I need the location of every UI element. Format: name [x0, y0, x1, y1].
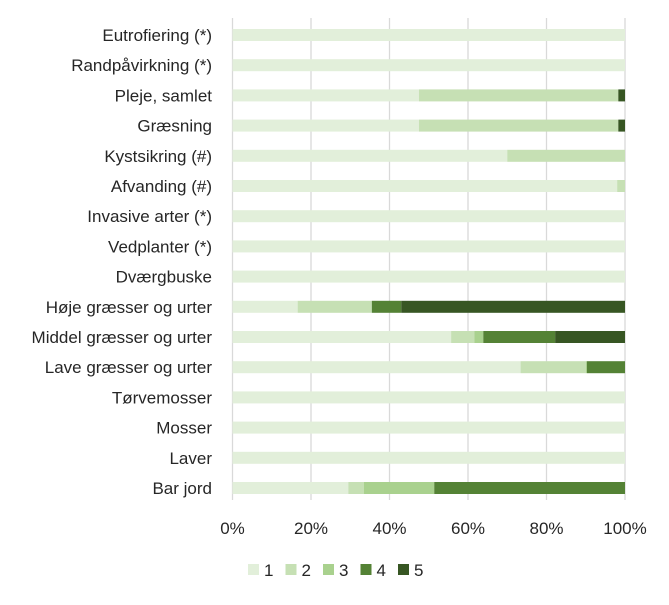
bar-segment-series-1 — [232, 300, 298, 313]
bar-segment-series-2 — [418, 119, 619, 132]
bar-segment-series-5 — [618, 119, 625, 132]
x-tick-labels: 0% 20% 40% 60% 80% 100% — [220, 519, 647, 538]
x-tick-label: 60% — [451, 519, 485, 538]
bar-segment-series-1 — [232, 89, 419, 102]
bar-segment-series-3 — [363, 482, 435, 494]
bar-segment-series-5 — [401, 300, 625, 313]
bar-segment-series-1 — [232, 421, 625, 434]
category-label: Laver — [169, 449, 212, 468]
bar-segment-series-1 — [232, 29, 625, 41]
legend-label: 5 — [414, 561, 423, 580]
bar-segment-series-1 — [232, 149, 508, 162]
bars — [232, 29, 625, 494]
bar-segment-series-3 — [474, 331, 484, 343]
x-tick-label: 0% — [220, 519, 245, 538]
category-label: Afvanding (#) — [111, 177, 212, 196]
bar-segment-series-1 — [232, 180, 618, 192]
category-label: Randpåvirkning (*) — [71, 56, 212, 75]
category-label: Vedplanter (*) — [108, 237, 212, 256]
legend-label: 4 — [377, 561, 386, 580]
bar-segment-series-5 — [618, 89, 625, 102]
category-label: Dværgbuske — [116, 268, 212, 287]
bar-segment-series-4 — [483, 331, 556, 343]
bar-segment-series-1 — [232, 59, 625, 72]
x-tick-label: 80% — [529, 519, 563, 538]
bar-segment-series-2 — [297, 300, 372, 313]
bar-segment-series-1 — [232, 210, 625, 223]
legend-label: 1 — [264, 561, 273, 580]
bar-segment-series-1 — [232, 451, 625, 464]
bar-segment-series-2 — [451, 331, 475, 343]
x-tick-label: 100% — [603, 519, 646, 538]
bar-segment-series-2 — [520, 361, 586, 374]
bar-segment-series-2 — [348, 482, 364, 494]
x-tick-label: 40% — [372, 519, 406, 538]
category-label: Tørvemosser — [112, 388, 212, 407]
legend-label: 2 — [302, 561, 311, 580]
category-label: Lave græsser og urter — [45, 358, 213, 377]
bar-segment-series-1 — [232, 270, 625, 283]
bar-segment-series-3 — [585, 361, 587, 374]
category-label: Mosser — [156, 419, 212, 438]
legend-swatch-3 — [323, 564, 334, 575]
category-label: Kystsikring (#) — [104, 147, 212, 166]
category-labels: Eutrofiering (*) Randpåvirkning (*) Pleje,… — [32, 26, 213, 498]
bar-segment-series-2 — [418, 89, 619, 102]
bar-segment-series-2 — [507, 149, 625, 162]
legend-swatch-4 — [360, 564, 372, 575]
category-label: Invasive arter (*) — [87, 207, 212, 226]
bar-segment-series-4 — [586, 361, 625, 374]
bar-segment-series-4 — [371, 300, 402, 313]
category-label: Eutrofiering (*) — [102, 26, 212, 45]
category-label: Græsning — [137, 117, 212, 136]
category-label: Høje græsser og urter — [46, 298, 213, 317]
bar-segment-series-1 — [232, 119, 419, 132]
bar-segment-series-5 — [555, 331, 625, 343]
bar-segment-series-1 — [232, 361, 521, 374]
legend-swatch-2 — [285, 564, 297, 575]
bar-segment-series-2 — [617, 180, 625, 192]
legend-swatch-5 — [398, 564, 409, 575]
legend-swatch-1 — [248, 564, 259, 575]
bar-segment-series-1 — [232, 391, 625, 404]
bar-segment-series-1 — [232, 331, 452, 343]
category-label: Pleje, samlet — [115, 86, 213, 105]
category-label: Bar jord — [152, 479, 212, 498]
category-label: Middel græsser og urter — [32, 328, 213, 347]
bar-segment-series-1 — [232, 240, 625, 253]
x-tick-label: 20% — [294, 519, 328, 538]
legend-label: 3 — [339, 561, 348, 580]
bar-segment-series-4 — [434, 482, 625, 494]
legend: 1 2 3 4 5 — [248, 561, 423, 580]
bar-segment-series-1 — [232, 482, 349, 494]
